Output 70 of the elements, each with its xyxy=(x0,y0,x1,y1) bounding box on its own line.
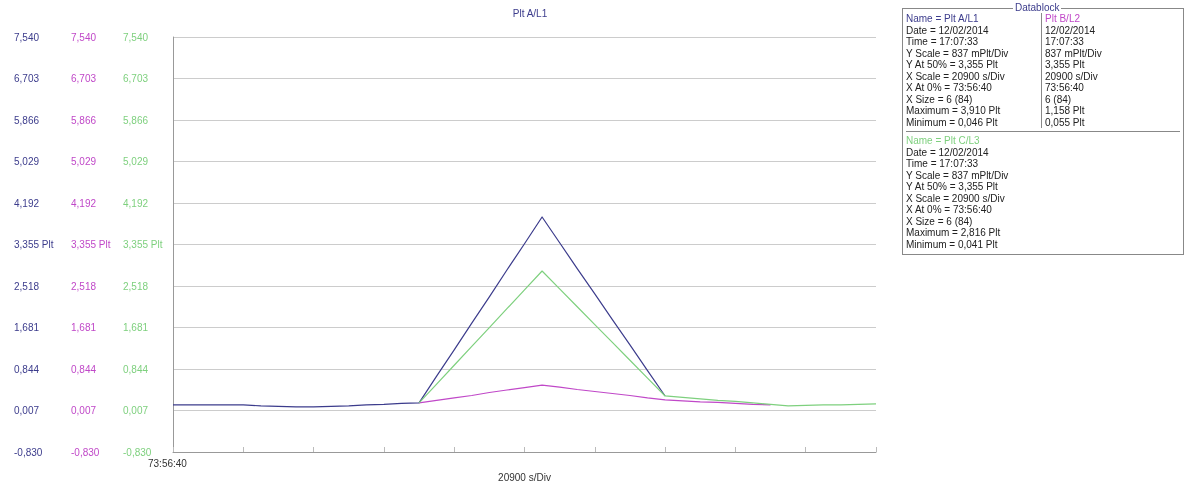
y2-tick-label: 3,355 Plt xyxy=(14,239,54,250)
y2-tick-label: 1,681 xyxy=(14,322,40,333)
text: Minimum = 0,041 Plt xyxy=(906,238,999,250)
text: X Size = 6 (84) xyxy=(906,93,974,105)
text: X At 0% = 73:56:40 xyxy=(906,204,993,216)
y-tick-label: 0,844 xyxy=(123,363,149,375)
y2-tick-label: 0,844 xyxy=(14,363,40,375)
y3-tick-label: 2,518 xyxy=(71,280,97,292)
y-tick-label: 0,007 xyxy=(123,405,149,416)
y3-tick-label: 1,681 xyxy=(71,322,97,333)
y-tick-label: -0,830 xyxy=(123,446,152,458)
y-tick-label: 5,866 xyxy=(123,114,149,126)
text: 73:56:40 xyxy=(148,457,188,469)
y-tick-label: 7,540 xyxy=(123,31,149,43)
y3-tick-label: 5,029 xyxy=(71,156,97,167)
y2-tick-label: 4,192 xyxy=(14,197,40,209)
text: Datablock xyxy=(1013,2,1062,13)
text: Name = Plt C/L3 xyxy=(906,135,981,147)
text: X Scale = 20900 s/Div xyxy=(906,192,1006,204)
y3-tick-label: 5,866 xyxy=(71,114,97,126)
text: X Scale = 20900 s/Div xyxy=(906,70,1006,82)
text: Maximum = 2,816 Plt xyxy=(906,227,1002,239)
y-tick-label: 1,681 xyxy=(123,322,149,333)
text: Date = 12/02/2014 xyxy=(906,146,990,158)
line-series xyxy=(418,384,772,406)
y2-tick-label: 2,518 xyxy=(14,280,40,292)
y-tick-label: 4,192 xyxy=(123,197,149,209)
y2-tick-label: 5,866 xyxy=(14,114,40,126)
y3-tick-label: -0,830 xyxy=(71,446,100,458)
text: 20900 s/Div xyxy=(1045,70,1099,82)
text: 0,055 Plt xyxy=(1045,116,1086,128)
text: Time = 17:07:33 xyxy=(906,158,980,170)
text: X At 0% = 73:56:40 xyxy=(906,82,993,94)
text: 3,355 Plt xyxy=(1045,59,1086,71)
line-series xyxy=(418,270,877,407)
text: 1,158 Plt xyxy=(1045,105,1086,117)
y-tick-label: 5,029 xyxy=(123,156,149,167)
x-axis-title: 20900 s/Div xyxy=(498,471,551,483)
text: Minimum = 0,046 Plt xyxy=(906,116,999,128)
text: 12/02/2014 xyxy=(1045,24,1097,36)
y2-tick-label: 0,007 xyxy=(14,405,40,416)
text: Y Scale = 837 mPlt/Div xyxy=(906,169,1010,181)
chart-title: Plt A/L1 xyxy=(512,7,548,19)
y3-tick-label: 3,355 Plt xyxy=(71,239,111,250)
text: X Size = 6 (84) xyxy=(906,215,974,227)
y3-tick-label: 4,192 xyxy=(71,197,97,209)
text: 837 mPlt/Div xyxy=(1045,47,1103,59)
text: Y Scale = 837 mPlt/Div xyxy=(906,47,1010,59)
text: Date = 12/02/2014 xyxy=(906,24,990,36)
y2-tick-label: 6,703 xyxy=(14,73,40,84)
text: Time = 17:07:33 xyxy=(906,36,980,48)
y2-tick-label: -0,830 xyxy=(14,446,43,458)
text: Y At 50% = 3,355 Plt xyxy=(906,59,999,71)
text: 73:56:40 xyxy=(1045,82,1085,94)
y3-tick-label: 7,540 xyxy=(71,31,97,43)
y3-tick-label: 6,703 xyxy=(71,73,97,84)
text: Plt B/L2 xyxy=(1045,13,1082,25)
line-series xyxy=(172,216,666,408)
y2-tick-label: 5,029 xyxy=(14,156,40,167)
text: Maximum = 3,910 Plt xyxy=(906,105,1002,117)
y2-tick-label: 7,540 xyxy=(14,31,40,43)
y3-tick-label: 0,844 xyxy=(71,363,97,375)
y-tick-label: 3,355 Plt xyxy=(123,239,163,250)
text: Name = Plt A/L1 xyxy=(906,13,980,25)
y-tick-label: 2,518 xyxy=(123,280,149,292)
text: Y At 50% = 3,355 Plt xyxy=(906,181,999,193)
text: 17:07:33 xyxy=(1045,36,1085,48)
y3-tick-label: 0,007 xyxy=(71,405,97,416)
text: 6 (84) xyxy=(1045,93,1073,105)
y-tick-label: 6,703 xyxy=(123,73,149,84)
